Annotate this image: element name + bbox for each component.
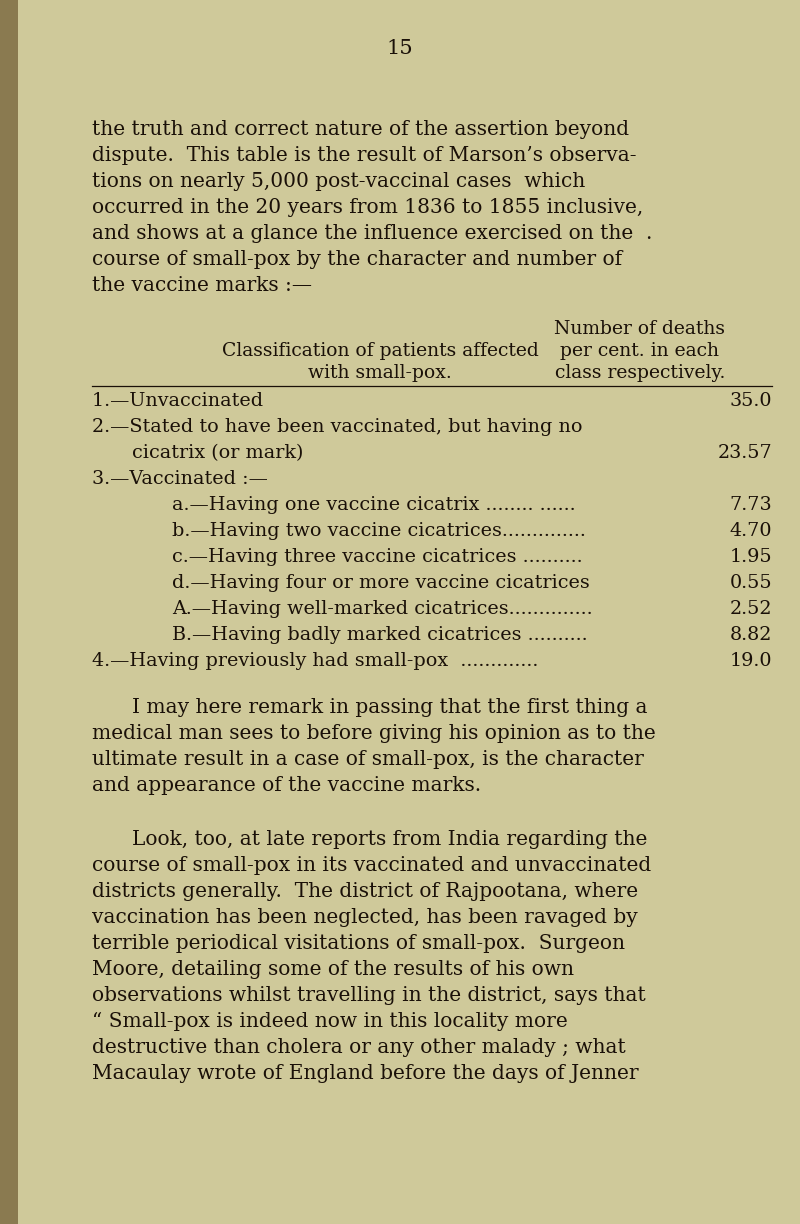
Text: dispute.  This table is the result of Marson’s observa-: dispute. This table is the result of Mar… <box>92 146 637 165</box>
Text: cicatrix (or mark): cicatrix (or mark) <box>132 444 524 461</box>
Text: 2.52: 2.52 <box>730 600 772 618</box>
Text: 19.0: 19.0 <box>730 652 772 670</box>
Text: course of small-pox in its vaccinated and unvaccinated: course of small-pox in its vaccinated an… <box>92 856 651 875</box>
Text: occurred in the 20 years from 1836 to 1855 inclusive,: occurred in the 20 years from 1836 to 18… <box>92 198 643 217</box>
Text: the truth and correct nature of the assertion beyond: the truth and correct nature of the asse… <box>92 120 629 140</box>
Text: Look, too, at late reports from India regarding the: Look, too, at late reports from India re… <box>132 830 647 849</box>
Text: 23.57: 23.57 <box>718 444 772 461</box>
Text: 1.—Unvaccinated: 1.—Unvaccinated <box>92 392 484 410</box>
Text: 3.—Vaccinated :—: 3.—Vaccinated :— <box>92 470 268 488</box>
Text: tions on nearly 5,000 post-vaccinal cases  which: tions on nearly 5,000 post-vaccinal case… <box>92 173 586 191</box>
Text: class respectively.: class respectively. <box>555 364 725 382</box>
Text: vaccination has been neglected, has been ravaged by: vaccination has been neglected, has been… <box>92 908 638 927</box>
Text: medical man sees to before giving his opinion as to the: medical man sees to before giving his op… <box>92 725 656 743</box>
Text: d.—Having four or more vaccine cicatrices: d.—Having four or more vaccine cicatrice… <box>172 574 590 592</box>
Text: destructive than cholera or any other malady ; what: destructive than cholera or any other ma… <box>92 1038 626 1058</box>
Text: 8.82: 8.82 <box>730 625 772 644</box>
Text: c.—Having three vaccine cicatrices ..........: c.—Having three vaccine cicatrices .....… <box>172 548 582 565</box>
Text: 4.—Having previously had small-pox  .............: 4.—Having previously had small-pox .....… <box>92 652 538 670</box>
Text: B.—Having badly marked cicatrices ..........: B.—Having badly marked cicatrices ......… <box>172 625 588 644</box>
Text: districts generally.  The district of Rajpootana, where: districts generally. The district of Raj… <box>92 883 638 901</box>
Text: the vaccine marks :—: the vaccine marks :— <box>92 275 312 295</box>
Bar <box>0 0 18 1224</box>
Text: per cent. in each: per cent. in each <box>561 341 719 360</box>
Text: 2.—Stated to have been vaccinated, but having no: 2.—Stated to have been vaccinated, but h… <box>92 419 582 436</box>
Text: 7.73: 7.73 <box>730 496 772 514</box>
Text: with small-pox.: with small-pox. <box>308 364 452 382</box>
Text: observations whilst travelling in the district, says that: observations whilst travelling in the di… <box>92 987 646 1005</box>
Text: a.—Having one vaccine cicatrix ........ ......: a.—Having one vaccine cicatrix ........ … <box>172 496 576 514</box>
Text: 35.0: 35.0 <box>730 392 772 410</box>
Text: course of small-pox by the character and number of: course of small-pox by the character and… <box>92 250 622 269</box>
Text: and shows at a glance the influence exercised on the  .: and shows at a glance the influence exer… <box>92 224 652 244</box>
Text: ultimate result in a case of small-pox, is the character: ultimate result in a case of small-pox, … <box>92 750 644 769</box>
Text: I may here remark in passing that the first thing a: I may here remark in passing that the fi… <box>132 698 647 717</box>
Text: Macaulay wrote of England before the days of Jenner: Macaulay wrote of England before the day… <box>92 1064 638 1083</box>
Text: 4.70: 4.70 <box>730 521 772 540</box>
Text: 15: 15 <box>386 39 414 58</box>
Text: Moore, detailing some of the results of his own: Moore, detailing some of the results of … <box>92 960 574 979</box>
Text: 0.55: 0.55 <box>730 574 772 592</box>
Text: 1.95: 1.95 <box>730 548 772 565</box>
Text: terrible periodical visitations of small-pox.  Surgeon: terrible periodical visitations of small… <box>92 934 625 953</box>
Text: A.—Having well-marked cicatrices..............: A.—Having well-marked cicatrices........… <box>172 600 593 618</box>
Text: Classification of patients affected: Classification of patients affected <box>222 341 538 360</box>
Text: b.—Having two vaccine cicatrices..............: b.—Having two vaccine cicatrices........… <box>172 521 586 540</box>
Text: Number of deaths: Number of deaths <box>554 319 726 338</box>
Text: “ Small-pox is indeed now in this locality more: “ Small-pox is indeed now in this locali… <box>92 1012 568 1031</box>
Text: and appearance of the vaccine marks.: and appearance of the vaccine marks. <box>92 776 481 796</box>
